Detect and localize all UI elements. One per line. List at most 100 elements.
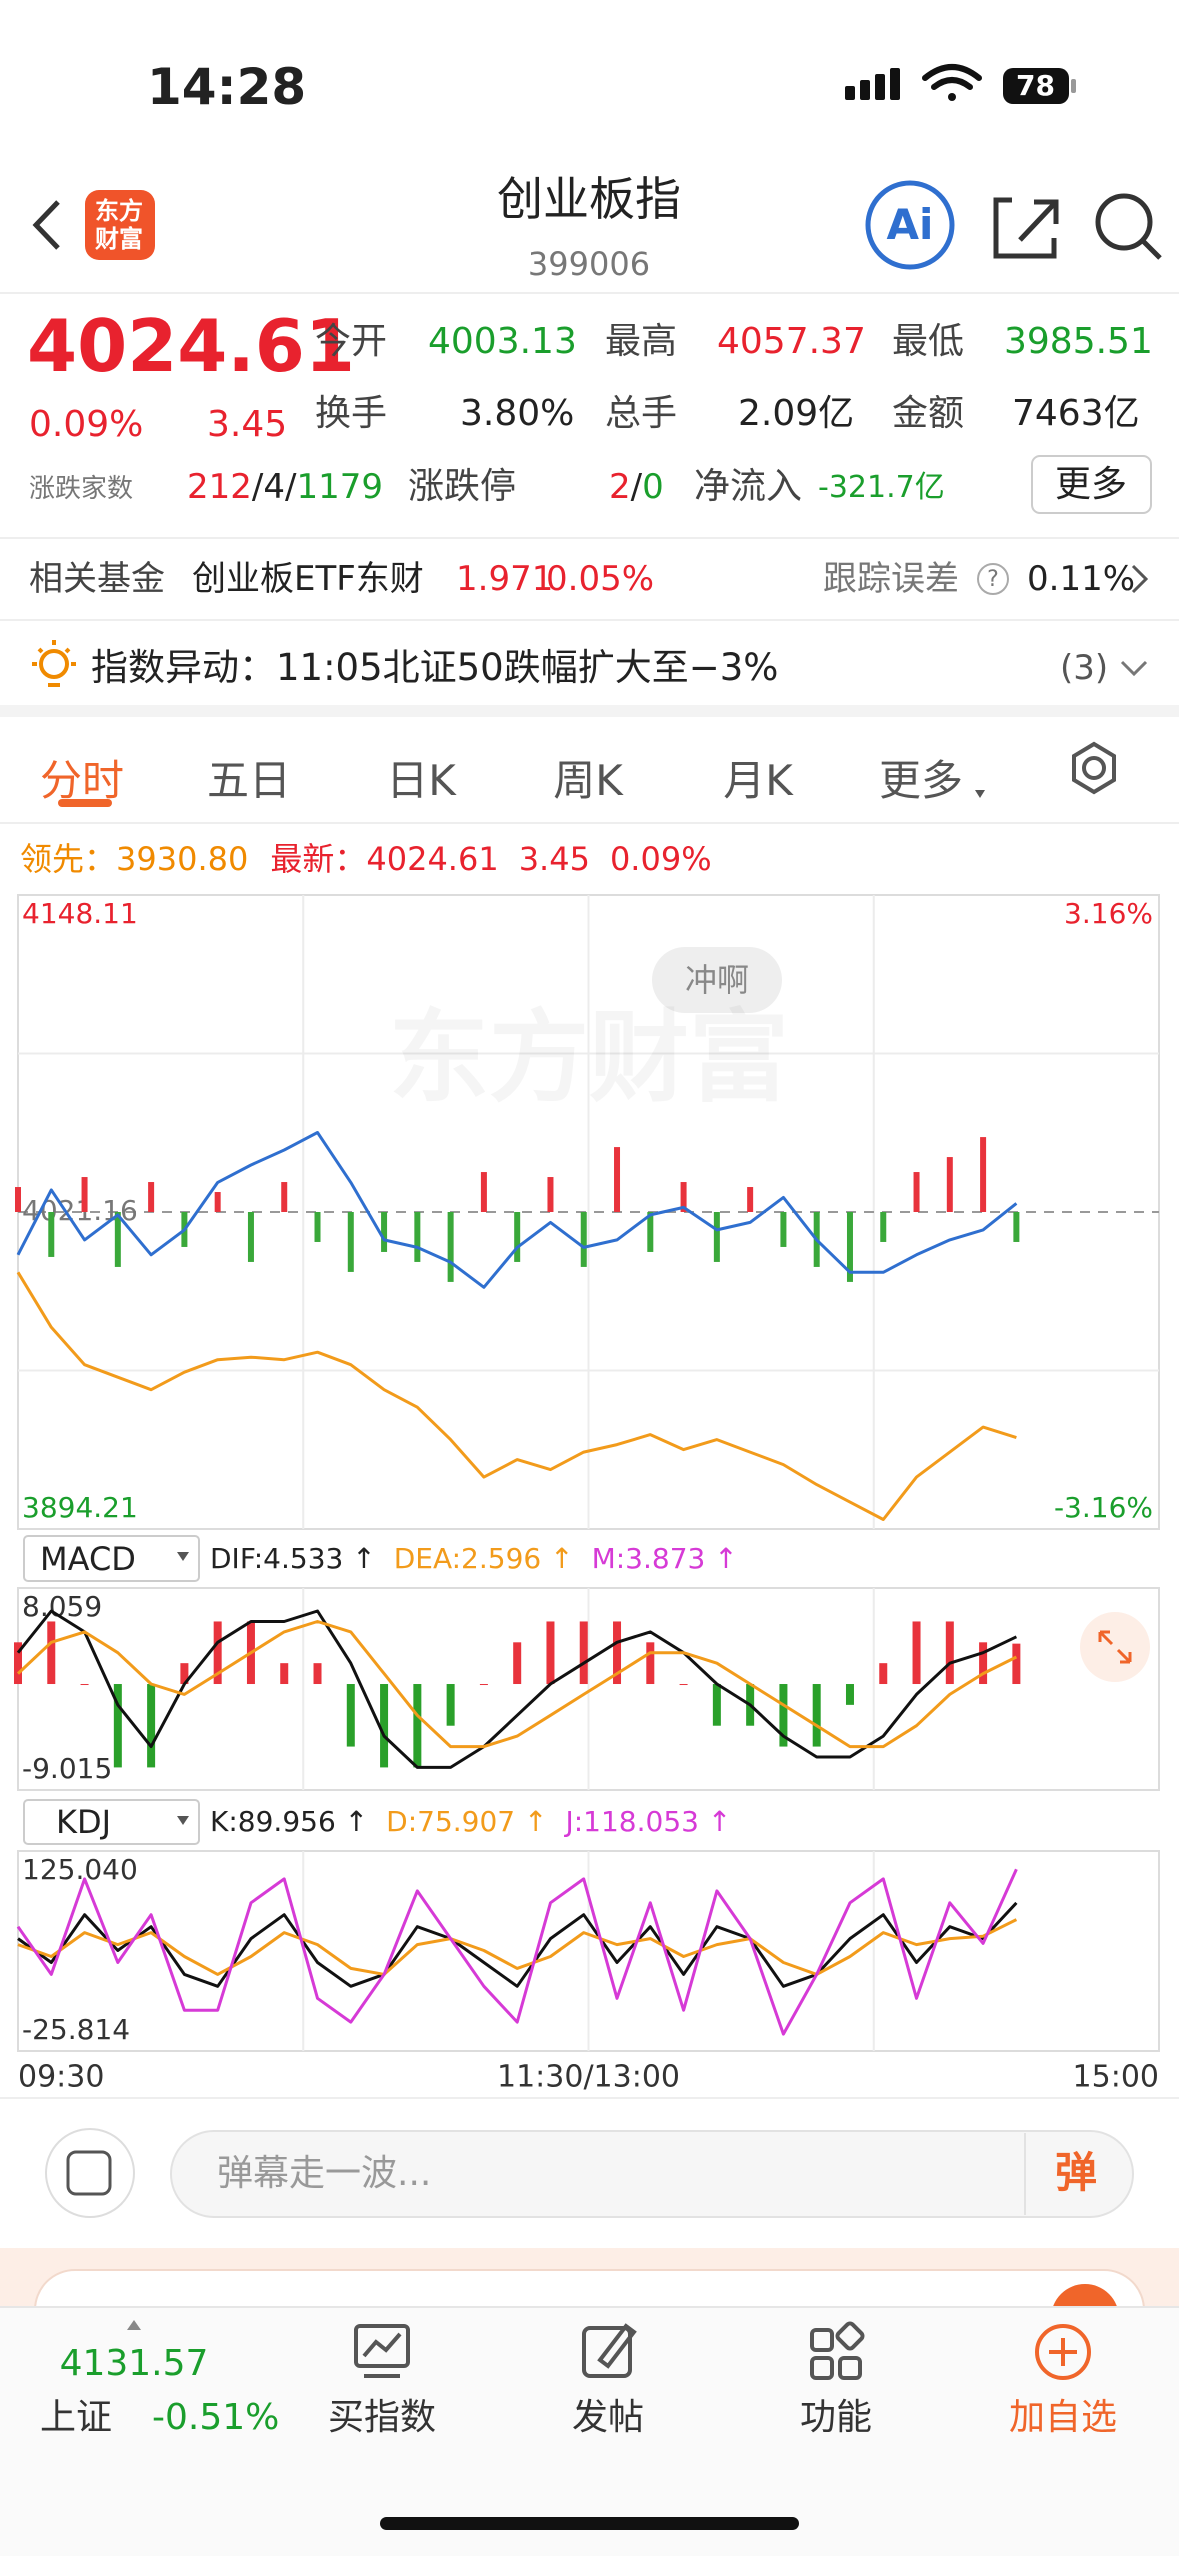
- macd-selector[interactable]: [23, 1535, 200, 1582]
- y-tick-label: -25.814: [22, 2013, 130, 2046]
- series-line: [16, 1131, 1018, 1289]
- indicator: DIF:4.533 ↑: [210, 1542, 376, 1575]
- ai-icon[interactable]: [865, 180, 955, 270]
- bar: [14, 1642, 22, 1685]
- post-icon[interactable]: [582, 2323, 637, 2378]
- bar: [81, 1177, 88, 1212]
- expand-icon: [1098, 1630, 1132, 1664]
- bar: [15, 1187, 21, 1212]
- selector-caret: [177, 1816, 189, 1825]
- expand-chevron[interactable]: [1120, 660, 1148, 677]
- bar: [846, 1212, 853, 1282]
- comment-list-button[interactable]: [45, 2128, 135, 2218]
- bar: [447, 1212, 454, 1282]
- bar: [580, 1212, 587, 1267]
- bubble: [652, 947, 782, 1013]
- alert-text[interactable]: 指数异动：11:05北证50跌幅扩大至−3%: [91, 646, 779, 689]
- add-watchlist-icon[interactable]: [1035, 2324, 1091, 2380]
- price: 4024.61: [27, 304, 355, 388]
- nav-item[interactable]: 功能: [799, 2397, 873, 2438]
- kdj-selector[interactable]: [23, 1799, 200, 1845]
- tab[interactable]: 更多: [878, 756, 964, 805]
- kdj-selector-label[interactable]: KDJ: [56, 1803, 112, 1841]
- home-indicator: [380, 2517, 799, 2530]
- battery-level: 78: [1016, 69, 1055, 102]
- index-code: 399006: [527, 245, 651, 283]
- comment-input[interactable]: [170, 2130, 1134, 2218]
- nav-item[interactable]: 买指数: [327, 2397, 437, 2438]
- settings-icon[interactable]: [1072, 741, 1116, 795]
- more-caret: [975, 790, 985, 798]
- series-line: [16, 1620, 1018, 1749]
- up-count: 212: [187, 467, 252, 507]
- stat-label: 最低: [892, 321, 965, 362]
- expand-button[interactable]: [1080, 1612, 1150, 1682]
- search-icon[interactable]: [1095, 193, 1162, 260]
- bar: [647, 1212, 654, 1252]
- tab[interactable]: 分时: [39, 756, 125, 805]
- stat-label: 换手: [315, 393, 388, 434]
- signal-icon: [845, 68, 900, 100]
- share-icon[interactable]: [993, 197, 1059, 259]
- function-icon[interactable]: [810, 2321, 865, 2380]
- bar: [147, 1684, 156, 1768]
- index-caret[interactable]: [127, 2320, 141, 2330]
- index-value[interactable]: 4131.57: [59, 2343, 209, 2384]
- latest-change: 3.45: [518, 840, 590, 878]
- back-icon[interactable]: [32, 200, 60, 250]
- bar: [513, 1642, 522, 1685]
- limit-label: 涨跌停: [408, 466, 517, 507]
- bar: [213, 1621, 222, 1685]
- bar: [446, 1684, 455, 1726]
- tab[interactable]: 周K: [553, 756, 623, 805]
- clock: 14:28: [147, 58, 307, 116]
- buy-index-icon[interactable]: [354, 2324, 410, 2378]
- y-tick-label: 4148.11: [22, 897, 138, 930]
- latest-value: 4024.61: [366, 840, 499, 878]
- series-line: [16, 1868, 1018, 2036]
- bar: [780, 1212, 787, 1247]
- limit-up: 2: [609, 467, 631, 507]
- tab[interactable]: 五日: [206, 756, 292, 805]
- index-name[interactable]: 上证: [40, 2397, 113, 2438]
- bar: [679, 1684, 688, 1686]
- bar: [712, 1684, 721, 1726]
- nav-item[interactable]: 加自选: [1008, 2397, 1118, 2438]
- wifi-icon: [922, 64, 982, 101]
- bar: [879, 1663, 888, 1685]
- separator: /: [251, 467, 264, 507]
- ai-label[interactable]: Ai: [886, 200, 934, 249]
- flat-count: 4: [263, 467, 286, 507]
- macd-selector-label[interactable]: MACD: [40, 1540, 136, 1578]
- comment-placeholder[interactable]: 弹幕走一波...: [217, 2153, 432, 2194]
- more-button[interactable]: [1031, 455, 1152, 514]
- latest-pct: 0.09%: [609, 840, 712, 878]
- bar: [945, 1621, 954, 1685]
- chevron[interactable]: [1131, 564, 1149, 594]
- tab[interactable]: 日K: [386, 756, 456, 805]
- netflow-label: 净流入: [694, 466, 803, 507]
- bar: [980, 1137, 987, 1212]
- help-icon[interactable]: [977, 563, 1009, 595]
- latest-label: 最新：: [270, 840, 367, 878]
- alert-count: (3): [1060, 648, 1109, 688]
- bar: [946, 1157, 953, 1212]
- fund-name[interactable]: 创业板ETF东财: [192, 559, 424, 599]
- bar: [912, 1621, 921, 1685]
- danmaku-button[interactable]: 弹: [1054, 2148, 1098, 2197]
- logo[interactable]: [85, 190, 155, 260]
- index-change[interactable]: -0.51%: [152, 2397, 280, 2438]
- more-label[interactable]: 更多: [1054, 464, 1128, 505]
- bar: [913, 1172, 920, 1212]
- tab[interactable]: 月K: [723, 756, 793, 805]
- indicator: D:75.907 ↑: [386, 1805, 548, 1838]
- battery-tip: [1071, 79, 1076, 93]
- bar: [114, 1212, 121, 1267]
- series-line: [16, 1271, 1017, 1521]
- bar: [1012, 1643, 1021, 1685]
- bar: [480, 1172, 487, 1212]
- nav-item[interactable]: 发帖: [571, 2397, 645, 2438]
- x-tick-label: 15:00: [1073, 2060, 1159, 2095]
